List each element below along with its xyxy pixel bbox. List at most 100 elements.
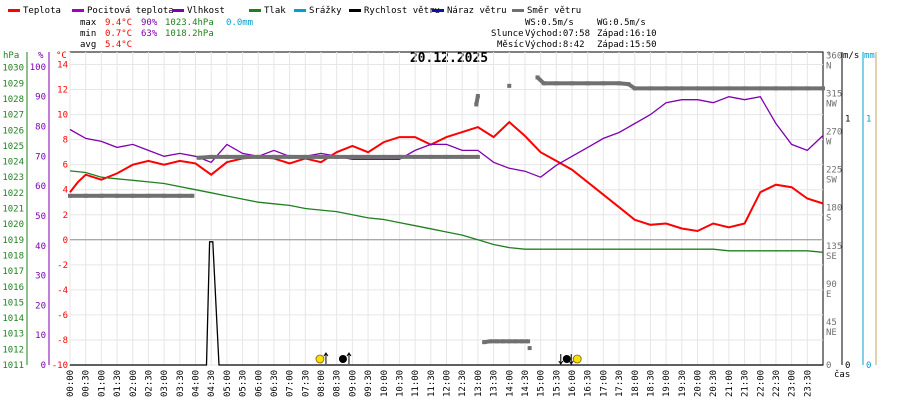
- pressure-tick-label: 1012: [2, 345, 24, 355]
- x-tick-label: 05:00: [223, 370, 233, 397]
- sun-set: Západ:16:10: [597, 29, 657, 39]
- legend-label: Náraz větru: [447, 6, 507, 16]
- pressure-line: [69, 170, 824, 253]
- direction-tick-label: SW: [826, 176, 837, 186]
- x-tick-label: 22:00: [756, 370, 766, 397]
- stat-max-press: 1023.4hPa: [165, 18, 214, 28]
- temperature-tick-label: 6: [63, 161, 68, 171]
- x-tick-label: 13:00: [474, 370, 484, 397]
- x-tick-label: 14:30: [521, 370, 531, 397]
- sun-moon-markers: [315, 352, 582, 365]
- x-tick-label: 21:30: [741, 370, 751, 397]
- stat-min-temp: 0.7°C: [105, 29, 132, 39]
- temperature-tick-label: -6: [57, 311, 68, 321]
- direction-tick-label: 225: [826, 166, 842, 176]
- pressure-tick-label: 1030: [2, 64, 24, 74]
- temperature-tick-label: 12: [57, 86, 68, 96]
- direction-tick-label: NW: [826, 100, 837, 110]
- unit-mm: mm: [864, 51, 875, 61]
- humidity-tick-label: 30: [35, 272, 46, 282]
- direction-series: [68, 75, 825, 345]
- stat-min-label: min: [80, 29, 96, 39]
- humidity-tick-label: 60: [35, 182, 46, 192]
- pressure-tick-label: 1028: [2, 95, 24, 105]
- x-tick-label: 09:30: [364, 370, 374, 397]
- direction-point: [475, 93, 480, 98]
- x-tick-label: 22:30: [772, 370, 782, 397]
- direction-tick-label: E: [826, 290, 831, 300]
- x-tick-label: 23:00: [788, 370, 798, 397]
- rain-tick-label: 1: [866, 115, 871, 125]
- pressure-tick-label: 1013: [2, 330, 24, 340]
- legend-swatch: [72, 9, 84, 12]
- direction-point: [821, 86, 825, 91]
- legend-swatch: [249, 9, 261, 12]
- direction-tick-label: 360: [826, 51, 842, 61]
- x-tick-label: 19:30: [678, 370, 688, 397]
- direction-point: [507, 83, 512, 88]
- x-tick-label: 12:30: [458, 370, 468, 397]
- humidity-tick-label: 0: [41, 361, 46, 371]
- x-tick-label: 07:30: [301, 370, 311, 397]
- legend-swatch: [512, 9, 524, 12]
- humidity-tick-label: 90: [35, 93, 46, 103]
- stat-wg: WG:0.5m/s: [597, 18, 646, 28]
- humidity-tick-label: 70: [35, 152, 46, 162]
- legend-swatch: [8, 9, 20, 12]
- stat-max-hum: 90%: [141, 18, 158, 28]
- x-tick-label: 18:00: [631, 370, 641, 397]
- legend-label: Směr větru: [527, 6, 581, 16]
- direction-segment: [198, 154, 212, 160]
- x-tick-label: 16:00: [568, 370, 578, 397]
- x-tick-label: 21:00: [725, 370, 735, 397]
- temperature-line: [69, 120, 824, 233]
- x-tick-label: 08:30: [333, 370, 343, 397]
- humidity-tick-label: 50: [35, 212, 46, 222]
- humidity-tick-label: 80: [35, 123, 46, 133]
- axis-units: hPa % °C ° m/s mm čas: [3, 51, 875, 380]
- legend-label: Pocitová teplota: [87, 6, 174, 16]
- stat-avg-label: avg: [80, 40, 96, 50]
- moonset-icon: [562, 355, 571, 363]
- x-tick-label: 13:30: [490, 370, 500, 397]
- x-tick-label: 16:30: [584, 370, 594, 397]
- humidity-line: [69, 95, 824, 178]
- pressure-tick-label: 1026: [2, 126, 24, 136]
- direction-point: [526, 339, 531, 344]
- temperature-tick-label: -2: [57, 261, 68, 271]
- humidity-tick-label: 40: [35, 242, 46, 252]
- direction-series: [474, 83, 532, 351]
- x-tick-label: 19:00: [662, 370, 672, 397]
- sun-label: Slunce: [491, 29, 524, 39]
- x-tick-label: 10:00: [380, 370, 390, 397]
- unit-deg: °: [826, 51, 831, 61]
- direction-tick-label: 45: [826, 318, 837, 328]
- stat-max-rain: 0.0mm: [226, 18, 253, 28]
- temperature-tick-label: -4: [57, 286, 68, 296]
- x-tick-label: 03:30: [176, 370, 186, 397]
- pressure-tick-label: 1011: [2, 361, 24, 371]
- pressure-tick-label: 1024: [2, 158, 24, 168]
- direction-point: [527, 346, 532, 351]
- temperature-tick-label: -10: [52, 361, 68, 371]
- sunrise-arrow-icon: [323, 352, 329, 364]
- moonrise-icon: [338, 355, 347, 363]
- direction-tick-label: 90: [826, 280, 837, 290]
- x-tick-label: 11:00: [411, 370, 421, 397]
- sunrise-icon: [315, 354, 325, 364]
- direction-tick-label: 135: [826, 242, 842, 252]
- x-tick-label: 17:00: [599, 370, 609, 397]
- unit-time: čas: [834, 369, 850, 380]
- x-tick-label: 23:30: [803, 370, 813, 397]
- direction-tick-label: SE: [826, 252, 837, 262]
- x-tick-label: 01:30: [113, 370, 123, 397]
- moon-rise: Východ:8:42: [525, 40, 585, 50]
- x-tick-label: 17:30: [615, 370, 625, 397]
- wind-speed-line: [70, 241, 823, 366]
- x-tick-label: 02:30: [144, 370, 154, 397]
- humidity-tick-label: 10: [35, 331, 46, 341]
- legend-label: Tlak: [264, 6, 286, 16]
- direction-point: [475, 154, 480, 159]
- direction-tick-label: N: [826, 61, 831, 71]
